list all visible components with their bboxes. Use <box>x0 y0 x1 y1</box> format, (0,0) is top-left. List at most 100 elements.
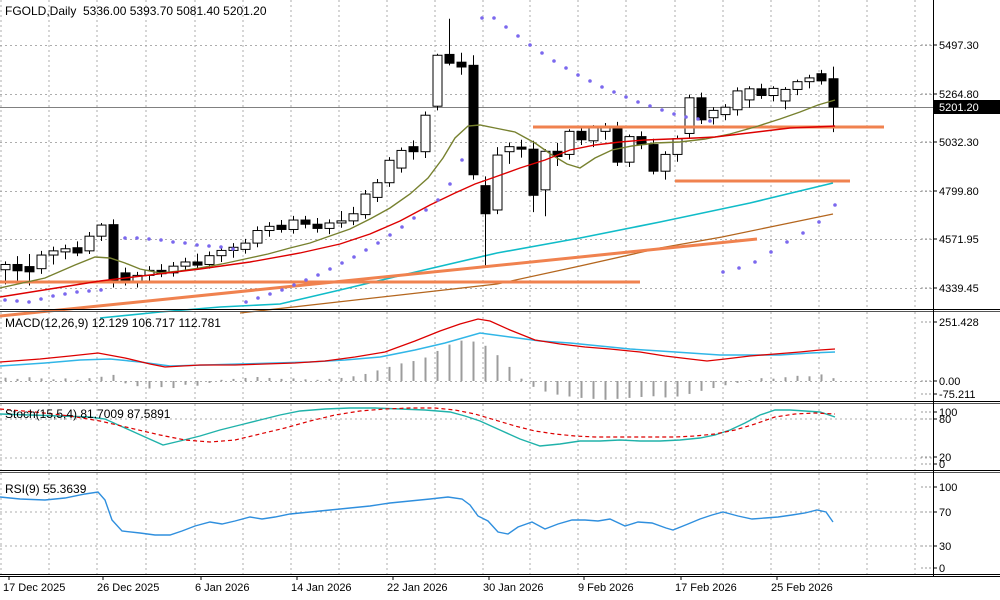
sar-dot <box>552 59 556 63</box>
sar-dot <box>576 73 580 77</box>
candle-body-up <box>252 230 263 244</box>
sar-dot <box>292 283 296 287</box>
sar-dot <box>15 299 19 303</box>
rsi-panel[interactable] <box>0 473 933 574</box>
candle <box>408 140 419 160</box>
ma-red-line <box>0 125 836 298</box>
candle <box>396 147 407 173</box>
sar-dot <box>219 245 223 249</box>
candle <box>288 215 299 234</box>
candle-body-up <box>348 213 359 222</box>
sar-dot <box>231 247 235 251</box>
sar-dot <box>159 238 163 242</box>
sar-dot <box>801 231 805 235</box>
candle-body-up <box>540 150 551 191</box>
candle-body-up <box>804 77 815 83</box>
sar-dot <box>39 297 43 301</box>
candle-body-up <box>780 88 791 102</box>
candle <box>720 104 731 121</box>
sar-dot <box>183 241 187 245</box>
candle <box>300 215 311 229</box>
candle-body-up <box>420 114 431 153</box>
sar-dot <box>516 34 520 38</box>
sar-dot <box>87 289 91 293</box>
candle <box>36 250 47 274</box>
candle <box>360 190 371 219</box>
sar-dot <box>51 294 55 298</box>
candle <box>264 222 275 237</box>
stoch-panel-graphics <box>0 407 933 459</box>
candle-body-up <box>264 225 275 232</box>
sar-dot <box>135 236 139 240</box>
stoch-indicator-label: Stoch(15,5,4) 81.7009 87.5891 <box>5 407 171 421</box>
main-chart-area[interactable] <box>0 0 933 309</box>
candle <box>336 211 347 228</box>
candle-body-down <box>276 224 287 230</box>
sar-dot <box>636 100 640 104</box>
price-axis-label: 4339.45 <box>939 283 979 295</box>
overlay-lines <box>0 99 884 318</box>
sar-dot <box>352 255 356 259</box>
candle-body-up <box>708 109 719 119</box>
candle-body-down <box>24 266 35 273</box>
date-axis-label: 22 Jan 2026 <box>387 582 448 594</box>
candle-body-up <box>768 87 779 97</box>
sar-dot <box>244 300 248 304</box>
sar-dot <box>412 216 416 220</box>
candle-body-down <box>528 148 539 196</box>
price-axis-label: 5264.80 <box>939 89 979 101</box>
rsi-indicator-label: RSI(9) 55.3639 <box>5 482 87 496</box>
candle-body-up <box>324 222 335 229</box>
candle-body-up <box>96 224 107 237</box>
macd-panel-graphics <box>0 318 933 400</box>
candles <box>0 18 839 288</box>
time-axis[interactable]: 17 Dec 2025 26 Dec 2025 6 Jan 2026 14 Jan 2… <box>3 576 833 594</box>
sar-dot <box>207 244 211 248</box>
sar-dot <box>388 233 392 237</box>
candle <box>648 138 659 175</box>
candle-body-up <box>744 88 755 101</box>
sar-dot <box>123 236 127 240</box>
date-axis-label: 17 Feb 2026 <box>675 582 737 594</box>
sar-dot <box>3 298 7 302</box>
candle <box>60 244 71 260</box>
macd-indicator-label: MACD(12,26,9) 12.129 106.717 112.781 <box>5 316 221 330</box>
candle-body-up <box>336 220 347 224</box>
ma-olive-line <box>0 99 836 289</box>
candle-body-up <box>240 242 251 250</box>
candle-body-up <box>288 219 299 230</box>
stoch-axis-label: 20 <box>939 452 951 464</box>
rsi-axis-label: 100 <box>939 482 957 494</box>
sar-dot <box>528 43 532 47</box>
candle-body-up <box>36 254 47 270</box>
candle-body-up <box>432 54 443 107</box>
rsi-axis-label: 0 <box>939 563 945 575</box>
price-axis[interactable]: 5497.30 5264.80 5032.30 4799.80 4571.95 4339.… <box>921 40 1000 575</box>
date-axis-label: 25 Feb 2026 <box>771 582 833 594</box>
candle-body-down <box>12 263 23 272</box>
candle <box>24 254 35 286</box>
candle-body-up <box>504 146 515 153</box>
date-axis-label: 14 Jan 2026 <box>291 582 352 594</box>
rsi-panel-graphics <box>0 491 933 547</box>
candle <box>240 238 251 254</box>
candle <box>468 55 479 180</box>
candle-body-up <box>216 249 227 257</box>
candle-body-up <box>624 136 635 163</box>
current-price-tag-label: 5201.20 <box>939 102 979 114</box>
date-axis-label: 30 Jan 2026 <box>483 582 544 594</box>
stoch-axis-label: 100 <box>939 407 957 419</box>
parabolic-sar-dots <box>3 16 837 304</box>
candle-body-down <box>408 146 419 153</box>
sar-dot <box>424 208 428 212</box>
candle-body-down <box>576 130 587 141</box>
candle-body-down <box>468 64 479 176</box>
candle <box>96 222 107 242</box>
macd-main-line <box>0 318 836 368</box>
candle <box>624 134 635 167</box>
sar-dot <box>480 16 484 20</box>
sar-dot <box>672 112 676 116</box>
candle <box>768 86 779 102</box>
current-price-tag <box>934 100 1000 114</box>
